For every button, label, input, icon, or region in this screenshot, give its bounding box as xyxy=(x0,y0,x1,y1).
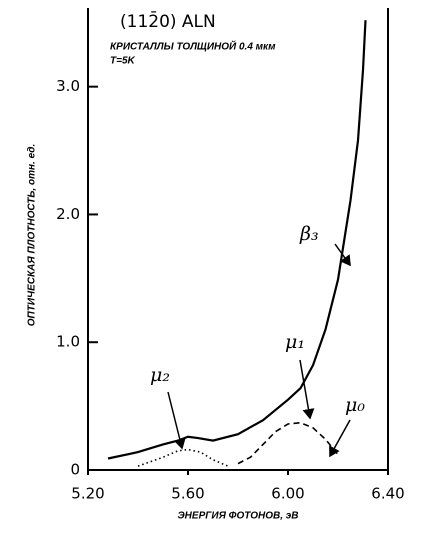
subtitle: T=5K xyxy=(110,56,136,67)
y-tick-label: 0 xyxy=(70,461,80,479)
y-tick-label: 2.0 xyxy=(56,205,80,223)
annotation: μ₁ xyxy=(285,331,305,353)
chart-title: (112̄0) ALN xyxy=(120,10,216,32)
line-series xyxy=(137,448,229,467)
y-tick-label: 1.0 xyxy=(56,333,80,351)
line-series xyxy=(107,20,367,460)
x-axis-label: ЭНЕРГИЯ ФОТОНОВ, эВ xyxy=(177,511,298,522)
subtitle: КРИСТАЛЛЫ ТОЛЩИНОЙ 0.4 мкм xyxy=(110,40,276,53)
x-tick-label: 6.00 xyxy=(271,485,304,503)
x-tick-label: 5.20 xyxy=(71,485,104,503)
annotation: μ₂ xyxy=(150,364,170,386)
annotation: μ₀ xyxy=(345,394,365,416)
x-tick-label: 5.60 xyxy=(171,485,204,503)
x-tick-label: 6.40 xyxy=(371,485,404,503)
y-axis-label: ОПТИЧЕСКАЯ ПЛОТНОСТЬ, отн. ед. xyxy=(27,144,38,326)
y-tick-label: 3.0 xyxy=(56,77,80,95)
line-series xyxy=(237,421,339,465)
annotation: β₃ xyxy=(299,223,319,245)
arrows xyxy=(167,243,351,458)
